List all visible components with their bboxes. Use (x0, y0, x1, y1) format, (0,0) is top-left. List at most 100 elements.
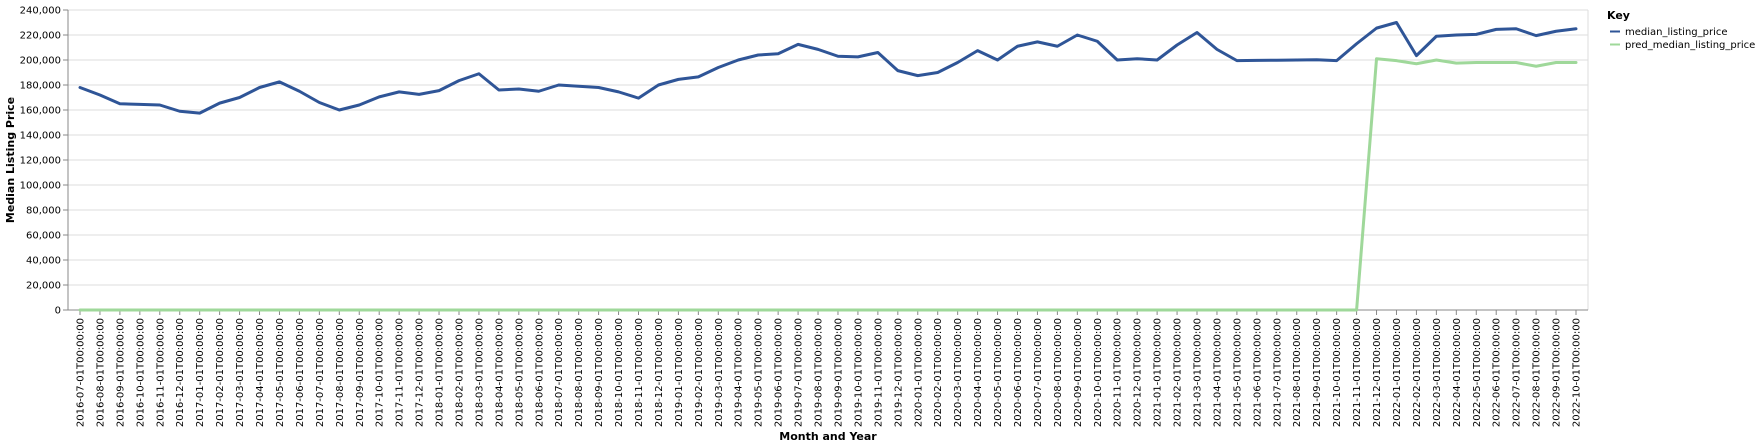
x-tick-label: 2018-08-01T00:00:00 (574, 318, 585, 427)
x-tick-label: 2017-02-01T00:00:00 (215, 318, 226, 427)
x-tick-label: 2019-05-01T00:00:00 (754, 318, 765, 427)
x-tick-label: 2022-04-01T00:00:00 (1452, 318, 1463, 427)
y-axis-title: Median Listing Price (4, 97, 17, 223)
y-tick-label: 160,000 (20, 106, 61, 117)
x-tick-label: 2022-09-01T00:00:00 (1552, 318, 1563, 427)
series-lines (78, 21, 1578, 312)
x-tick-label: 2016-12-01T00:00:00 (175, 318, 186, 427)
x-tick-label: 2022-01-01T00:00:00 (1392, 318, 1403, 427)
x-tick-label: 2022-08-01T00:00:00 (1532, 318, 1543, 427)
x-tick-label: 2022-07-01T00:00:00 (1512, 318, 1523, 427)
x-tick-label: 2018-04-01T00:00:00 (494, 318, 505, 427)
y-tick-label: 40,000 (26, 256, 61, 267)
x-tick-label: 2016-11-01T00:00:00 (155, 318, 166, 427)
x-tick-label: 2020-08-01T00:00:00 (1053, 318, 1064, 427)
legend-label: median_listing_price (1625, 27, 1728, 38)
x-tick-label: 2017-11-01T00:00:00 (395, 318, 406, 427)
x-tick-label: 2018-11-01T00:00:00 (634, 318, 645, 427)
x-tick-label: 2018-12-01T00:00:00 (654, 318, 665, 427)
x-axis: 2016-07-01T00:00:00 2016-08-01T00:00:00 20… (68, 309, 1588, 427)
x-tick-label: 2020-03-01T00:00:00 (953, 318, 964, 427)
x-tick-label: 2017-12-01T00:00:00 (415, 318, 426, 427)
y-tick-label: 60,000 (26, 231, 61, 242)
x-tick-label: 2020-11-01T00:00:00 (1113, 318, 1124, 427)
y-tick-label: 0 (55, 306, 61, 317)
y-tick-label: 80,000 (26, 206, 61, 217)
x-tick-label: 2019-10-01T00:00:00 (853, 318, 864, 427)
x-tick-label: 2022-06-01T00:00:00 (1492, 318, 1503, 427)
x-axis-title: Month and Year (779, 430, 877, 443)
x-tick-label: 2020-12-01T00:00:00 (1133, 318, 1144, 427)
x-tick-label: 2021-03-01T00:00:00 (1193, 318, 1204, 427)
x-tick-label: 2016-10-01T00:00:00 (135, 318, 146, 427)
x-tick-label: 2018-03-01T00:00:00 (474, 318, 485, 427)
legend-items: median_listing_price pred_median_listing_… (1610, 27, 1755, 51)
x-tick-label: 2022-03-01T00:00:00 (1432, 318, 1443, 427)
x-tick-label: 2020-10-01T00:00:00 (1093, 318, 1104, 427)
x-tick-label: 2021-02-01T00:00:00 (1173, 318, 1184, 427)
y-tick-label: 140,000 (20, 131, 61, 142)
y-tick-label: 100,000 (20, 181, 61, 192)
x-tick-label: 2018-01-01T00:00:00 (435, 318, 446, 427)
y-axis: 0 20,000 40,000 60,000 80,000 100,000 120,000 1… (20, 6, 69, 317)
x-tick-label: 2018-10-01T00:00:00 (614, 318, 625, 427)
x-tick-label: 2021-04-01T00:00:00 (1212, 318, 1223, 427)
x-tick-label: 2017-07-01T00:00:00 (315, 318, 326, 427)
y-tick-label: 20,000 (26, 281, 61, 292)
legend: Key median_listing_price pred_median_list… (1607, 9, 1755, 51)
x-tick-label: 2020-04-01T00:00:00 (973, 318, 984, 427)
x-tick-label: 2017-04-01T00:00:00 (255, 318, 266, 427)
legend-title: Key (1607, 9, 1630, 22)
x-tick-label: 2020-07-01T00:00:00 (1033, 318, 1044, 427)
x-tick-label: 2016-09-01T00:00:00 (115, 318, 126, 427)
x-tick-label: 2021-06-01T00:00:00 (1252, 318, 1263, 427)
x-tick-label: 2017-08-01T00:00:00 (335, 318, 346, 427)
x-tick-label: 2018-06-01T00:00:00 (534, 318, 545, 427)
x-tick-label: 2019-11-01T00:00:00 (873, 318, 884, 427)
x-tick-label: 2019-04-01T00:00:00 (734, 318, 745, 427)
x-tick-label: 2021-11-01T00:00:00 (1352, 318, 1363, 427)
x-tick-label: 2017-03-01T00:00:00 (235, 318, 246, 427)
y-tick-label: 220,000 (20, 31, 61, 42)
x-tick-label: 2018-05-01T00:00:00 (514, 318, 525, 427)
y-tick-label: 240,000 (20, 6, 61, 17)
x-tick-label: 2022-02-01T00:00:00 (1412, 318, 1423, 427)
legend-label: pred_median_listing_price (1625, 40, 1755, 51)
series-line-median-listing-price (78, 21, 1578, 115)
x-tick-label: 2018-02-01T00:00:00 (454, 318, 465, 427)
x-tick-label: 2021-01-01T00:00:00 (1153, 318, 1164, 427)
y-tick-label: 180,000 (20, 81, 61, 92)
x-tick-label: 2021-07-01T00:00:00 (1272, 318, 1283, 427)
x-tick-label: 2017-01-01T00:00:00 (195, 318, 206, 427)
x-tick-label: 2017-06-01T00:00:00 (295, 318, 306, 427)
x-tick-label: 2021-09-01T00:00:00 (1312, 318, 1323, 427)
x-tick-label: 2019-06-01T00:00:00 (774, 318, 785, 427)
x-tick-label: 2022-10-01T00:00:00 (1572, 318, 1583, 427)
x-tick-label: 2019-08-01T00:00:00 (814, 318, 825, 427)
x-tick-label: 2020-09-01T00:00:00 (1073, 318, 1084, 427)
x-tick-label: 2017-05-01T00:00:00 (275, 318, 286, 427)
x-tick-label: 2017-10-01T00:00:00 (375, 318, 386, 427)
x-tick-label: 2017-09-01T00:00:00 (355, 318, 366, 427)
x-tick-label: 2019-03-01T00:00:00 (714, 318, 725, 427)
y-tick-label: 200,000 (20, 56, 61, 67)
x-tick-label: 2016-07-01T00:00:00 (76, 318, 87, 427)
x-tick-label: 2021-12-01T00:00:00 (1372, 318, 1383, 427)
x-tick-label: 2020-01-01T00:00:00 (913, 318, 924, 427)
x-tick-label: 2021-05-01T00:00:00 (1232, 318, 1243, 427)
x-tick-label: 2020-06-01T00:00:00 (1013, 318, 1024, 427)
x-tick-label: 2021-08-01T00:00:00 (1292, 318, 1303, 427)
x-tick-label: 2018-09-01T00:00:00 (594, 318, 605, 427)
x-tick-label: 2020-02-01T00:00:00 (933, 318, 944, 427)
x-tick-label: 2020-05-01T00:00:00 (993, 318, 1004, 427)
x-tick-label: 2021-10-01T00:00:00 (1332, 318, 1343, 427)
y-tick-label: 120,000 (20, 156, 61, 167)
x-tick-label: 2019-01-01T00:00:00 (674, 318, 685, 427)
x-tick-label: 2019-02-01T00:00:00 (694, 318, 705, 427)
x-tick-label: 2022-05-01T00:00:00 (1472, 318, 1483, 427)
x-tick-label: 2018-07-01T00:00:00 (554, 318, 565, 427)
x-tick-label: 2019-12-01T00:00:00 (893, 318, 904, 427)
x-tick-label: 2019-09-01T00:00:00 (833, 318, 844, 427)
